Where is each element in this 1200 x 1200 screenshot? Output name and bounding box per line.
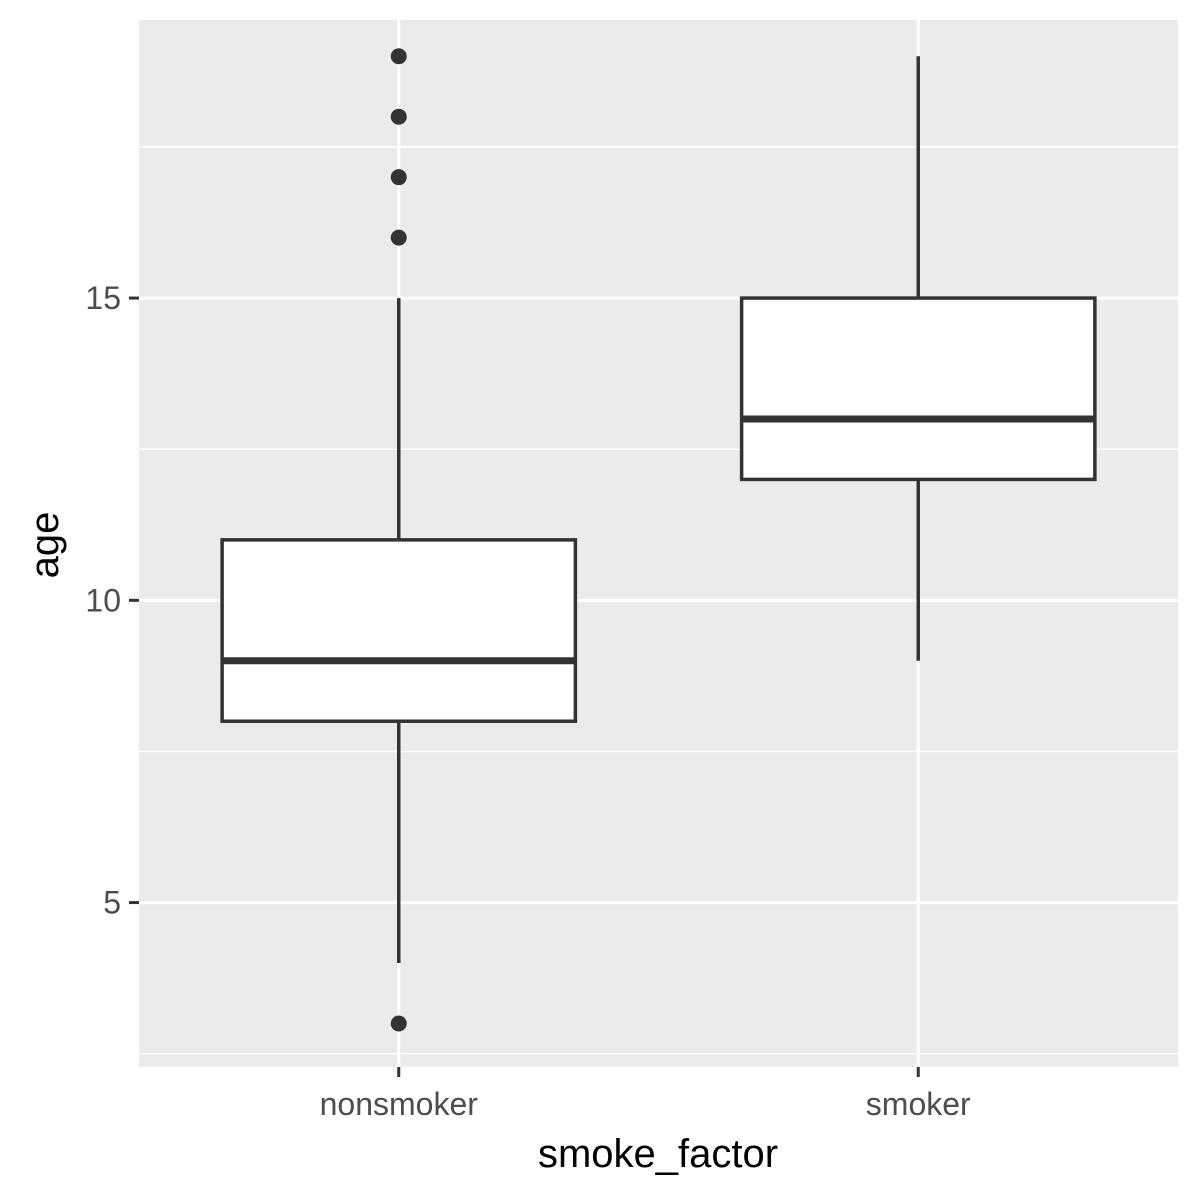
y-axis: 5 10 15 xyxy=(85,280,139,921)
x-tick-label: smoker xyxy=(866,1086,971,1122)
x-tick-label: nonsmoker xyxy=(320,1086,479,1122)
outlier-point xyxy=(390,48,407,65)
outlier-point xyxy=(390,1015,407,1032)
outlier-point xyxy=(390,108,407,125)
y-tick-label: 15 xyxy=(85,280,121,316)
y-tick-label: 5 xyxy=(103,885,121,921)
y-axis-title: age xyxy=(23,512,67,579)
box-iqr xyxy=(220,538,578,723)
x-axis: nonsmoker smoker xyxy=(320,1067,971,1122)
boxes-layer xyxy=(220,48,1097,1032)
y-tick-label: 10 xyxy=(85,582,121,618)
box-iqr xyxy=(739,296,1097,482)
x-axis-title: smoke_factor xyxy=(538,1132,778,1176)
outlier-point xyxy=(390,169,407,186)
outlier-point xyxy=(390,229,407,246)
